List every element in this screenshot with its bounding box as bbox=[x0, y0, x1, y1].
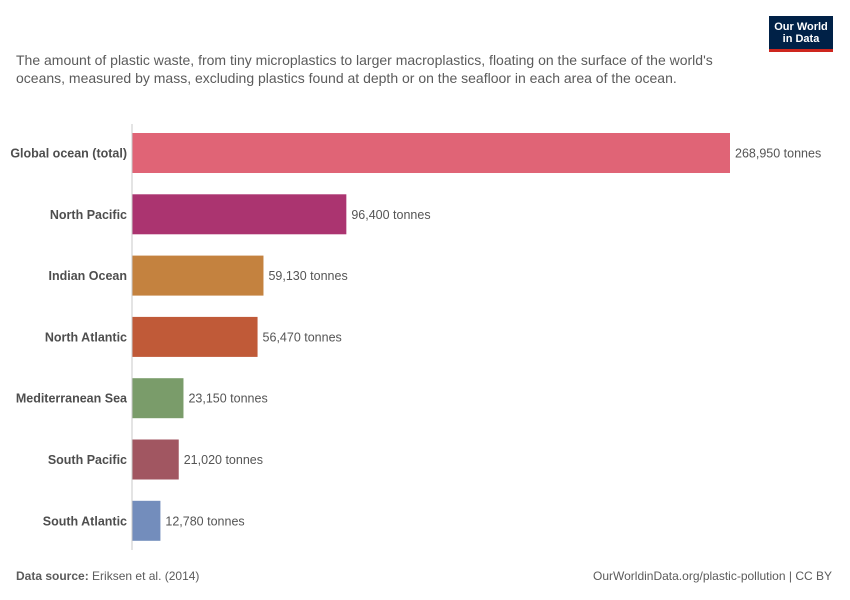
source-url[interactable]: OurWorldinData.org/plastic-pollution | C… bbox=[593, 569, 832, 583]
category-label-global-ocean-total: Global ocean (total) bbox=[10, 147, 127, 161]
bars-group: Global ocean (total) 268,950 tonnes North … bbox=[10, 133, 821, 541]
bar-south-pacific[interactable] bbox=[132, 439, 179, 480]
bar-north-atlantic[interactable] bbox=[132, 316, 258, 357]
bar-north-pacific[interactable] bbox=[132, 194, 347, 235]
logo-line-2: in Data bbox=[782, 33, 820, 45]
data-source-label: Data source: bbox=[16, 569, 89, 583]
chart-subtitle: The amount of plastic waste, from tiny m… bbox=[16, 52, 713, 86]
category-label-north-pacific: North Pacific bbox=[50, 208, 127, 222]
bar-global-ocean-total[interactable] bbox=[132, 133, 730, 173]
bar-south-atlantic[interactable] bbox=[132, 500, 161, 541]
bar-mediterranean-sea[interactable] bbox=[132, 378, 184, 419]
category-label-mediterranean-sea: Mediterranean Sea bbox=[16, 392, 128, 406]
category-label-south-atlantic: South Atlantic bbox=[43, 514, 127, 528]
value-label-mediterranean-sea: 23,150 tonnes bbox=[188, 392, 267, 406]
value-label-south-atlantic: 12,780 tonnes bbox=[165, 514, 244, 528]
category-label-north-atlantic: North Atlantic bbox=[45, 330, 127, 344]
value-label-global-ocean-total: 268,950 tonnes bbox=[735, 147, 821, 161]
data-source: Data source: Eriksen et al. (2014) bbox=[16, 569, 199, 583]
value-label-south-pacific: 21,020 tonnes bbox=[184, 453, 263, 467]
value-label-north-atlantic: 56,470 tonnes bbox=[263, 330, 342, 344]
owid-logo[interactable]: Our World in Data bbox=[769, 16, 833, 52]
category-label-south-pacific: South Pacific bbox=[48, 453, 127, 467]
category-label-indian-ocean: Indian Ocean bbox=[49, 269, 128, 283]
value-label-indian-ocean: 59,130 tonnes bbox=[268, 269, 347, 283]
logo-line-1: Our World bbox=[774, 21, 828, 33]
bar-indian-ocean[interactable] bbox=[132, 255, 264, 296]
data-source-value: Eriksen et al. (2014) bbox=[92, 569, 200, 583]
value-label-north-pacific: 96,400 tonnes bbox=[351, 208, 430, 222]
